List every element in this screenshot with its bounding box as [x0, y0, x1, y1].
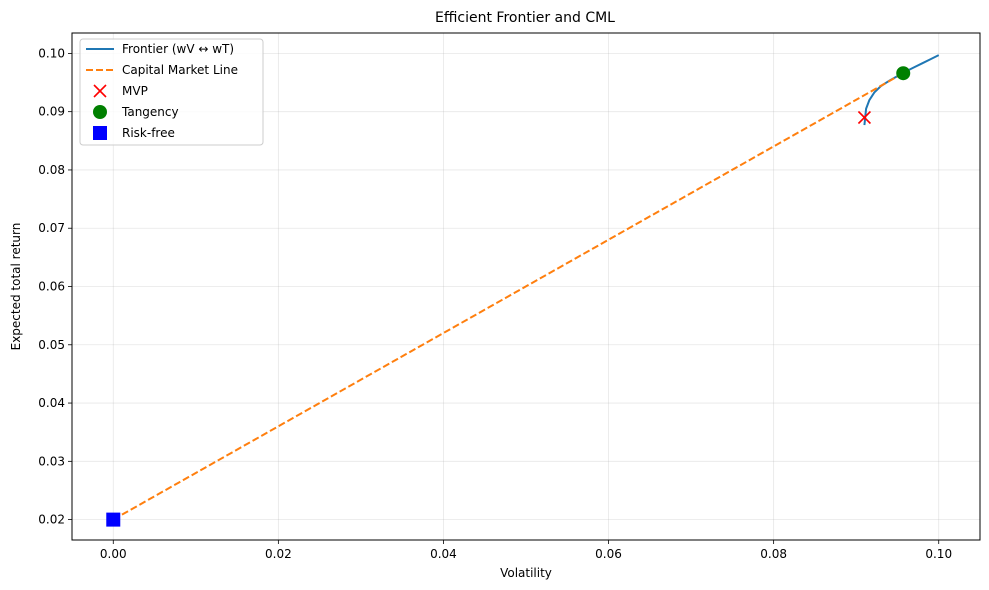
- y-tick-label: 0.04: [38, 396, 65, 410]
- y-tick-label: 0.06: [38, 280, 65, 294]
- x-axis-label: Volatility: [500, 566, 552, 580]
- x-tick-label: 0.10: [925, 547, 952, 561]
- y-axis-label: Expected total return: [9, 223, 23, 351]
- legend-label-risk-free: Risk-free: [122, 126, 175, 140]
- marker-stroke: [93, 84, 107, 98]
- y-tick-label: 0.10: [38, 46, 65, 60]
- legend-label-frontier-wv-wt: Frontier (wV ↔ wT): [122, 42, 234, 56]
- y-tick-label: 0.07: [38, 221, 65, 235]
- y-tick-label: 0.08: [38, 163, 65, 177]
- legend-label-capital-market-line: Capital Market Line: [122, 63, 238, 77]
- series-line-capital-market-line: [112, 72, 904, 521]
- y-tick-label: 0.09: [38, 105, 65, 119]
- y-tick-label: 0.02: [38, 513, 65, 527]
- legend-swatch-mvp: [93, 84, 107, 98]
- y-tick-label: 0.03: [38, 454, 65, 468]
- legend-box: [79, 38, 264, 146]
- legend-swatch-tangency: [93, 105, 107, 119]
- x-tick-label: 0.06: [595, 547, 622, 561]
- plot-series: [106, 54, 940, 527]
- y-tick-label: 0.05: [38, 338, 65, 352]
- legend-swatch-risk-free: [93, 126, 107, 140]
- x-tick-label: 0.04: [430, 547, 457, 561]
- marker-mvp: [857, 110, 872, 125]
- marker-risk-free: [106, 512, 121, 527]
- marker-tangency: [896, 66, 911, 81]
- x-tick-label: 0.00: [100, 547, 127, 561]
- legend-label-tangency: Tangency: [121, 105, 179, 119]
- x-tick-label: 0.02: [265, 547, 292, 561]
- legend: Frontier (wV ↔ wT) Capital Market Line MVP…: [79, 38, 264, 146]
- marker-stroke: [857, 110, 872, 125]
- axes: 0.00 0.02 0.04 0.06 0.08 0.10 0.02 0.03 0.04 0.05…: [38, 46, 952, 561]
- chart-title: Efficient Frontier and CML: [435, 10, 615, 26]
- x-tick-label: 0.08: [760, 547, 787, 561]
- legend-label-mvp: MVP: [122, 84, 148, 98]
